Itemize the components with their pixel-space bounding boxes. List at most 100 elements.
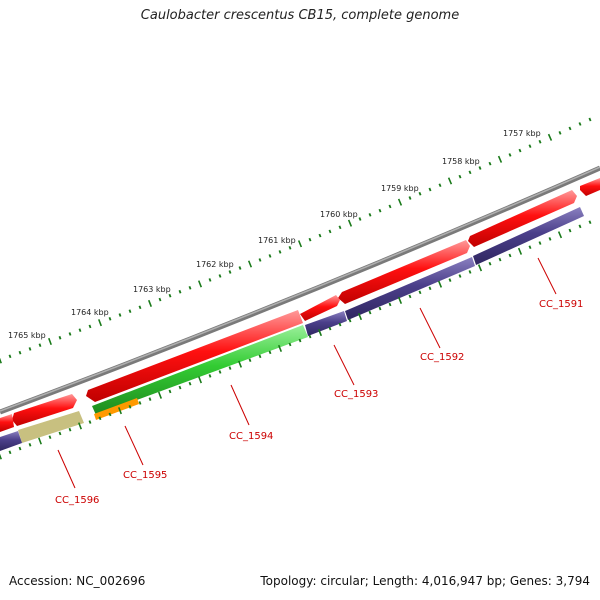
inner-scale-tick bbox=[8, 450, 12, 455]
inner-scale-tick bbox=[108, 412, 112, 417]
outer-scale-tick bbox=[118, 313, 122, 317]
inner-scale-tick bbox=[277, 344, 283, 352]
outer-scale-tick bbox=[458, 174, 462, 179]
outer-scale-tick bbox=[208, 278, 212, 282]
inner-scale-tick bbox=[308, 334, 312, 339]
inner-scale-tick bbox=[298, 338, 302, 343]
inner-scale-tick bbox=[517, 247, 523, 255]
outer-scale-tick bbox=[438, 183, 442, 188]
inner-scale-tick bbox=[348, 318, 352, 323]
outer-scale-tick bbox=[228, 270, 232, 274]
inner-scale-tick bbox=[488, 261, 492, 266]
inner-scale-tick bbox=[118, 407, 122, 415]
gene-label-cc1591: CC_1591 bbox=[539, 299, 583, 310]
outer-scale-tick bbox=[258, 258, 262, 262]
inner-scale-tick bbox=[98, 416, 102, 421]
inner-scale-tick bbox=[168, 389, 172, 394]
inner-scale-tick bbox=[317, 329, 323, 337]
outer-scale-tick bbox=[218, 274, 222, 278]
inner-scale-tick bbox=[338, 322, 342, 327]
inner-scale-tick bbox=[28, 442, 32, 447]
outer-scale-tick bbox=[8, 354, 12, 359]
gene-label-cc1592: CC_1592 bbox=[420, 352, 464, 363]
outer-scale-tick bbox=[558, 131, 562, 135]
cds-khaki bbox=[18, 411, 84, 443]
outer-scale-tick bbox=[518, 148, 522, 153]
kbp-label: 1765 kbp bbox=[8, 331, 46, 340]
cds-navy-1 bbox=[473, 207, 584, 265]
outer-scale-tick bbox=[508, 153, 512, 157]
inner-scale-tick bbox=[178, 385, 182, 390]
outer-scale-tick bbox=[447, 177, 453, 185]
inner-scale-tick bbox=[498, 257, 502, 262]
kbp-label: 1759 kbp bbox=[381, 184, 419, 193]
inner-scale-tick bbox=[508, 253, 512, 258]
inner-scale-tick bbox=[578, 224, 582, 229]
cds-navy-3 bbox=[305, 311, 347, 336]
outer-scale-tick bbox=[338, 225, 342, 230]
outer-scale-tick bbox=[68, 332, 72, 336]
genome-backbone bbox=[0, 165, 600, 415]
outer-scale-tick bbox=[88, 324, 92, 329]
outer-scale-tick bbox=[588, 117, 592, 122]
outer-scale-tick bbox=[178, 289, 182, 294]
inner-scale-tick bbox=[357, 313, 363, 321]
leader-cc1594 bbox=[230, 384, 250, 426]
outer-scale-tick bbox=[18, 350, 22, 355]
inner-scale-tick bbox=[388, 302, 392, 307]
outer-scale-tick bbox=[568, 126, 572, 131]
leader-cc1596 bbox=[57, 449, 76, 489]
inner-scale-tick bbox=[88, 420, 92, 424]
outer-scale-tick bbox=[308, 237, 312, 242]
outer-scale-tick bbox=[188, 286, 192, 290]
outer-scale-tick bbox=[128, 309, 132, 313]
outer-scale-tick bbox=[238, 266, 242, 270]
inner-scale-tick bbox=[58, 431, 62, 436]
inner-scale-tick bbox=[258, 354, 262, 359]
outer-scale-tick bbox=[0, 357, 2, 364]
inner-scale-tick bbox=[138, 401, 142, 405]
outer-scale-tick bbox=[368, 213, 372, 217]
outer-scale-tick bbox=[497, 155, 503, 163]
inner-scale-tick bbox=[557, 231, 563, 239]
inner-scale-tick bbox=[418, 290, 422, 295]
inner-scale-tick bbox=[208, 374, 212, 378]
cds-arrow-3 bbox=[338, 240, 470, 304]
leader-cc1591 bbox=[537, 257, 557, 295]
outer-scale-tick bbox=[578, 122, 582, 126]
map-title: Caulobacter crescentus CB15, complete ge… bbox=[140, 8, 460, 23]
kbp-label: 1764 kbp bbox=[71, 308, 109, 317]
inner-scale-tick bbox=[188, 381, 192, 386]
cds-navy-4 bbox=[0, 431, 22, 451]
cds-arrow-7 bbox=[0, 414, 14, 432]
outer-scale-tick bbox=[108, 317, 112, 321]
inner-scale-tick bbox=[197, 376, 203, 384]
outer-scale-tick bbox=[297, 240, 303, 248]
inner-scale-tick bbox=[48, 435, 52, 440]
gene-label-cc1596: CC_1596 bbox=[55, 495, 99, 506]
outer-scale-tick bbox=[147, 299, 153, 307]
inner-scale-tick bbox=[538, 241, 542, 245]
inner-scale-tick bbox=[528, 245, 532, 250]
genome-summary-text: Topology: circular; Length: 4,016,947 bp… bbox=[260, 574, 590, 588]
outer-scale-tick bbox=[318, 233, 322, 238]
inner-scale-tick bbox=[148, 397, 152, 401]
outer-scale-tick bbox=[197, 280, 203, 288]
inner-scale-tick bbox=[548, 237, 552, 241]
kbp-label: 1761 kbp bbox=[258, 236, 296, 245]
inner-scale-tick bbox=[408, 294, 412, 299]
kbp-label: 1758 kbp bbox=[442, 157, 480, 166]
outer-scale-tick bbox=[38, 343, 42, 348]
inner-scale-tick bbox=[368, 310, 372, 315]
cds-arrow-5 bbox=[86, 310, 303, 402]
outer-scale-tick bbox=[268, 254, 272, 258]
gene-label-cc1595: CC_1595 bbox=[123, 470, 167, 481]
gene-label-cc1594: CC_1594 bbox=[229, 431, 273, 442]
cds-arrow-4 bbox=[300, 295, 340, 321]
outer-scale-tick bbox=[328, 229, 332, 234]
outer-scale-tick bbox=[488, 161, 492, 166]
outer-scale-tick bbox=[78, 328, 82, 333]
outer-scale-tick bbox=[378, 208, 382, 213]
inner-scale-tick bbox=[38, 437, 42, 445]
